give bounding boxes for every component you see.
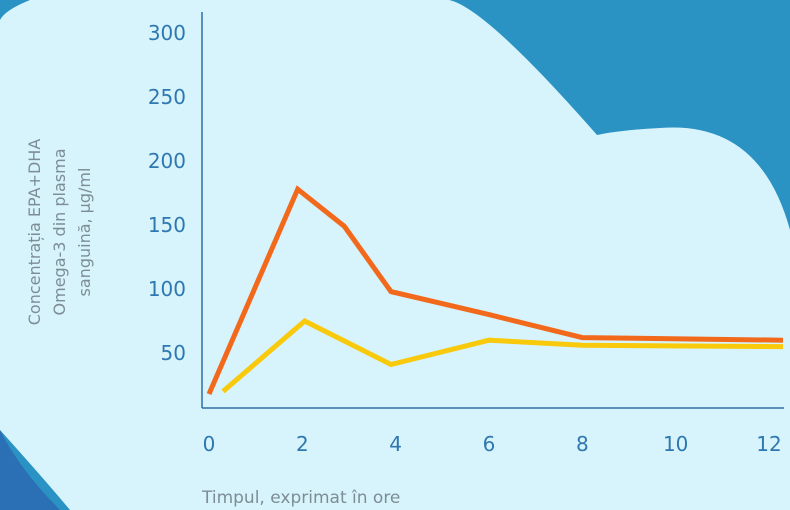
y-axis-title: Concentrația EPA+DHA Omega-3 din plasma … [25,139,94,326]
x-tick-label: 0 [203,432,216,456]
series-layer [206,185,784,395]
y-axis-title-line-1: Concentrația EPA+DHA [25,139,44,326]
x-tick-label: 8 [576,432,589,456]
y-axis-title-line-3: sanguină, µg/ml [75,168,94,297]
y-tick-label: 150 [148,213,186,237]
y-tick-label: 50 [161,341,186,365]
background-corner [0,430,60,510]
y-tick-label: 200 [148,149,186,173]
series-line-yellow [221,318,784,394]
y-axis-title-line-2: Omega-3 din plasma [50,149,69,316]
x-tick-label: 6 [483,432,496,456]
y-tick-label: 250 [148,85,186,109]
x-tick-label: 4 [389,432,402,456]
x-tick-labels: 0 2 4 6 8 10 12 [203,432,782,456]
y-tick-labels: 50 100 150 200 250 300 [148,21,186,365]
x-tick-label: 12 [756,432,781,456]
y-tick-label: 300 [148,21,186,45]
x-tick-label: 10 [663,432,688,456]
y-tick-label: 100 [148,277,186,301]
x-axis-title: Timpul, exprimat în ore [201,488,400,508]
x-tick-label: 2 [296,432,309,456]
